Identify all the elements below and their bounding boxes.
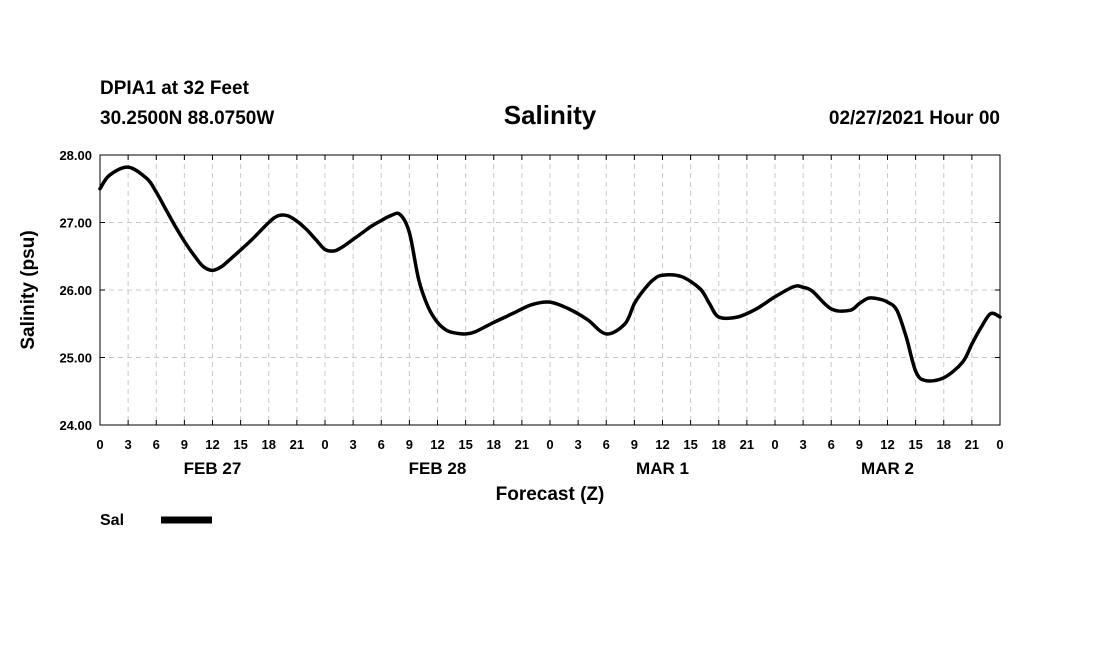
x-axis-tick-labels: 0 3 6 9 12 15 18 21 0 3 6 9 12 15 18 21 0 3 6 9 12 15 18 21 0 3 6 9… xyxy=(96,437,1003,452)
y-axis-tick-labels: 24.00 25.00 26.00 27.00 28.00 xyxy=(59,148,92,433)
x-tick-label: 0 xyxy=(96,437,103,452)
x-tick-label: 12 xyxy=(655,437,669,452)
x-tick-label: 9 xyxy=(856,437,863,452)
x-tick-label: 0 xyxy=(771,437,778,452)
day-label: MAR 1 xyxy=(636,459,689,478)
forecast-issued-label: 02/27/2021 Hour 00 xyxy=(829,108,1000,129)
y-axis-label: Salinity (psu) xyxy=(18,230,39,349)
y-tick-label: 26.00 xyxy=(59,283,92,298)
x-tick-label: 15 xyxy=(908,437,922,452)
x-tick-label: 0 xyxy=(546,437,553,452)
x-tick-label: 3 xyxy=(350,437,357,452)
x-tick-label: 18 xyxy=(487,437,501,452)
x-axis-label: Forecast (Z) xyxy=(496,484,605,505)
x-tick-label: 12 xyxy=(880,437,894,452)
day-labels: FEB 27 FEB 28 MAR 1 MAR 2 xyxy=(184,459,914,478)
coordinates-label: 30.2500N 88.0750W xyxy=(100,108,274,129)
chart-title: Salinity xyxy=(504,100,597,130)
x-tick-label: 18 xyxy=(712,437,726,452)
x-tick-label: 6 xyxy=(153,437,160,452)
day-label: FEB 27 xyxy=(184,459,242,478)
grid-lines xyxy=(100,155,1000,425)
x-tick-label: 18 xyxy=(937,437,951,452)
x-tick-label: 12 xyxy=(205,437,219,452)
y-tick-label: 25.00 xyxy=(59,351,92,366)
day-label: MAR 2 xyxy=(861,459,914,478)
x-tick-label: 9 xyxy=(631,437,638,452)
x-tick-label: 6 xyxy=(378,437,385,452)
series-line-sal xyxy=(98,165,1002,383)
x-tick-label: 15 xyxy=(683,437,697,452)
axis-ticks xyxy=(99,154,1001,426)
x-tick-label: 9 xyxy=(181,437,188,452)
x-tick-label: 0 xyxy=(996,437,1003,452)
x-tick-label: 3 xyxy=(800,437,807,452)
legend-label-sal: Sal xyxy=(100,512,124,529)
x-tick-label: 21 xyxy=(290,437,304,452)
x-tick-label: 3 xyxy=(575,437,582,452)
x-tick-label: 9 xyxy=(406,437,413,452)
x-tick-label: 0 xyxy=(321,437,328,452)
x-tick-label: 6 xyxy=(828,437,835,452)
x-tick-label: 12 xyxy=(430,437,444,452)
x-tick-label: 6 xyxy=(603,437,610,452)
x-tick-label: 3 xyxy=(125,437,132,452)
x-tick-label: 21 xyxy=(740,437,754,452)
y-tick-label: 27.00 xyxy=(59,216,92,231)
x-tick-label: 15 xyxy=(233,437,247,452)
x-tick-label: 15 xyxy=(458,437,472,452)
x-tick-label: 18 xyxy=(262,437,276,452)
x-tick-label: 21 xyxy=(515,437,529,452)
station-label: DPIA1 at 32 Feet xyxy=(100,78,250,99)
y-tick-label: 28.00 xyxy=(59,148,92,163)
x-tick-label: 21 xyxy=(965,437,979,452)
y-tick-label: 24.00 xyxy=(59,418,92,433)
day-label: FEB 28 xyxy=(409,459,467,478)
